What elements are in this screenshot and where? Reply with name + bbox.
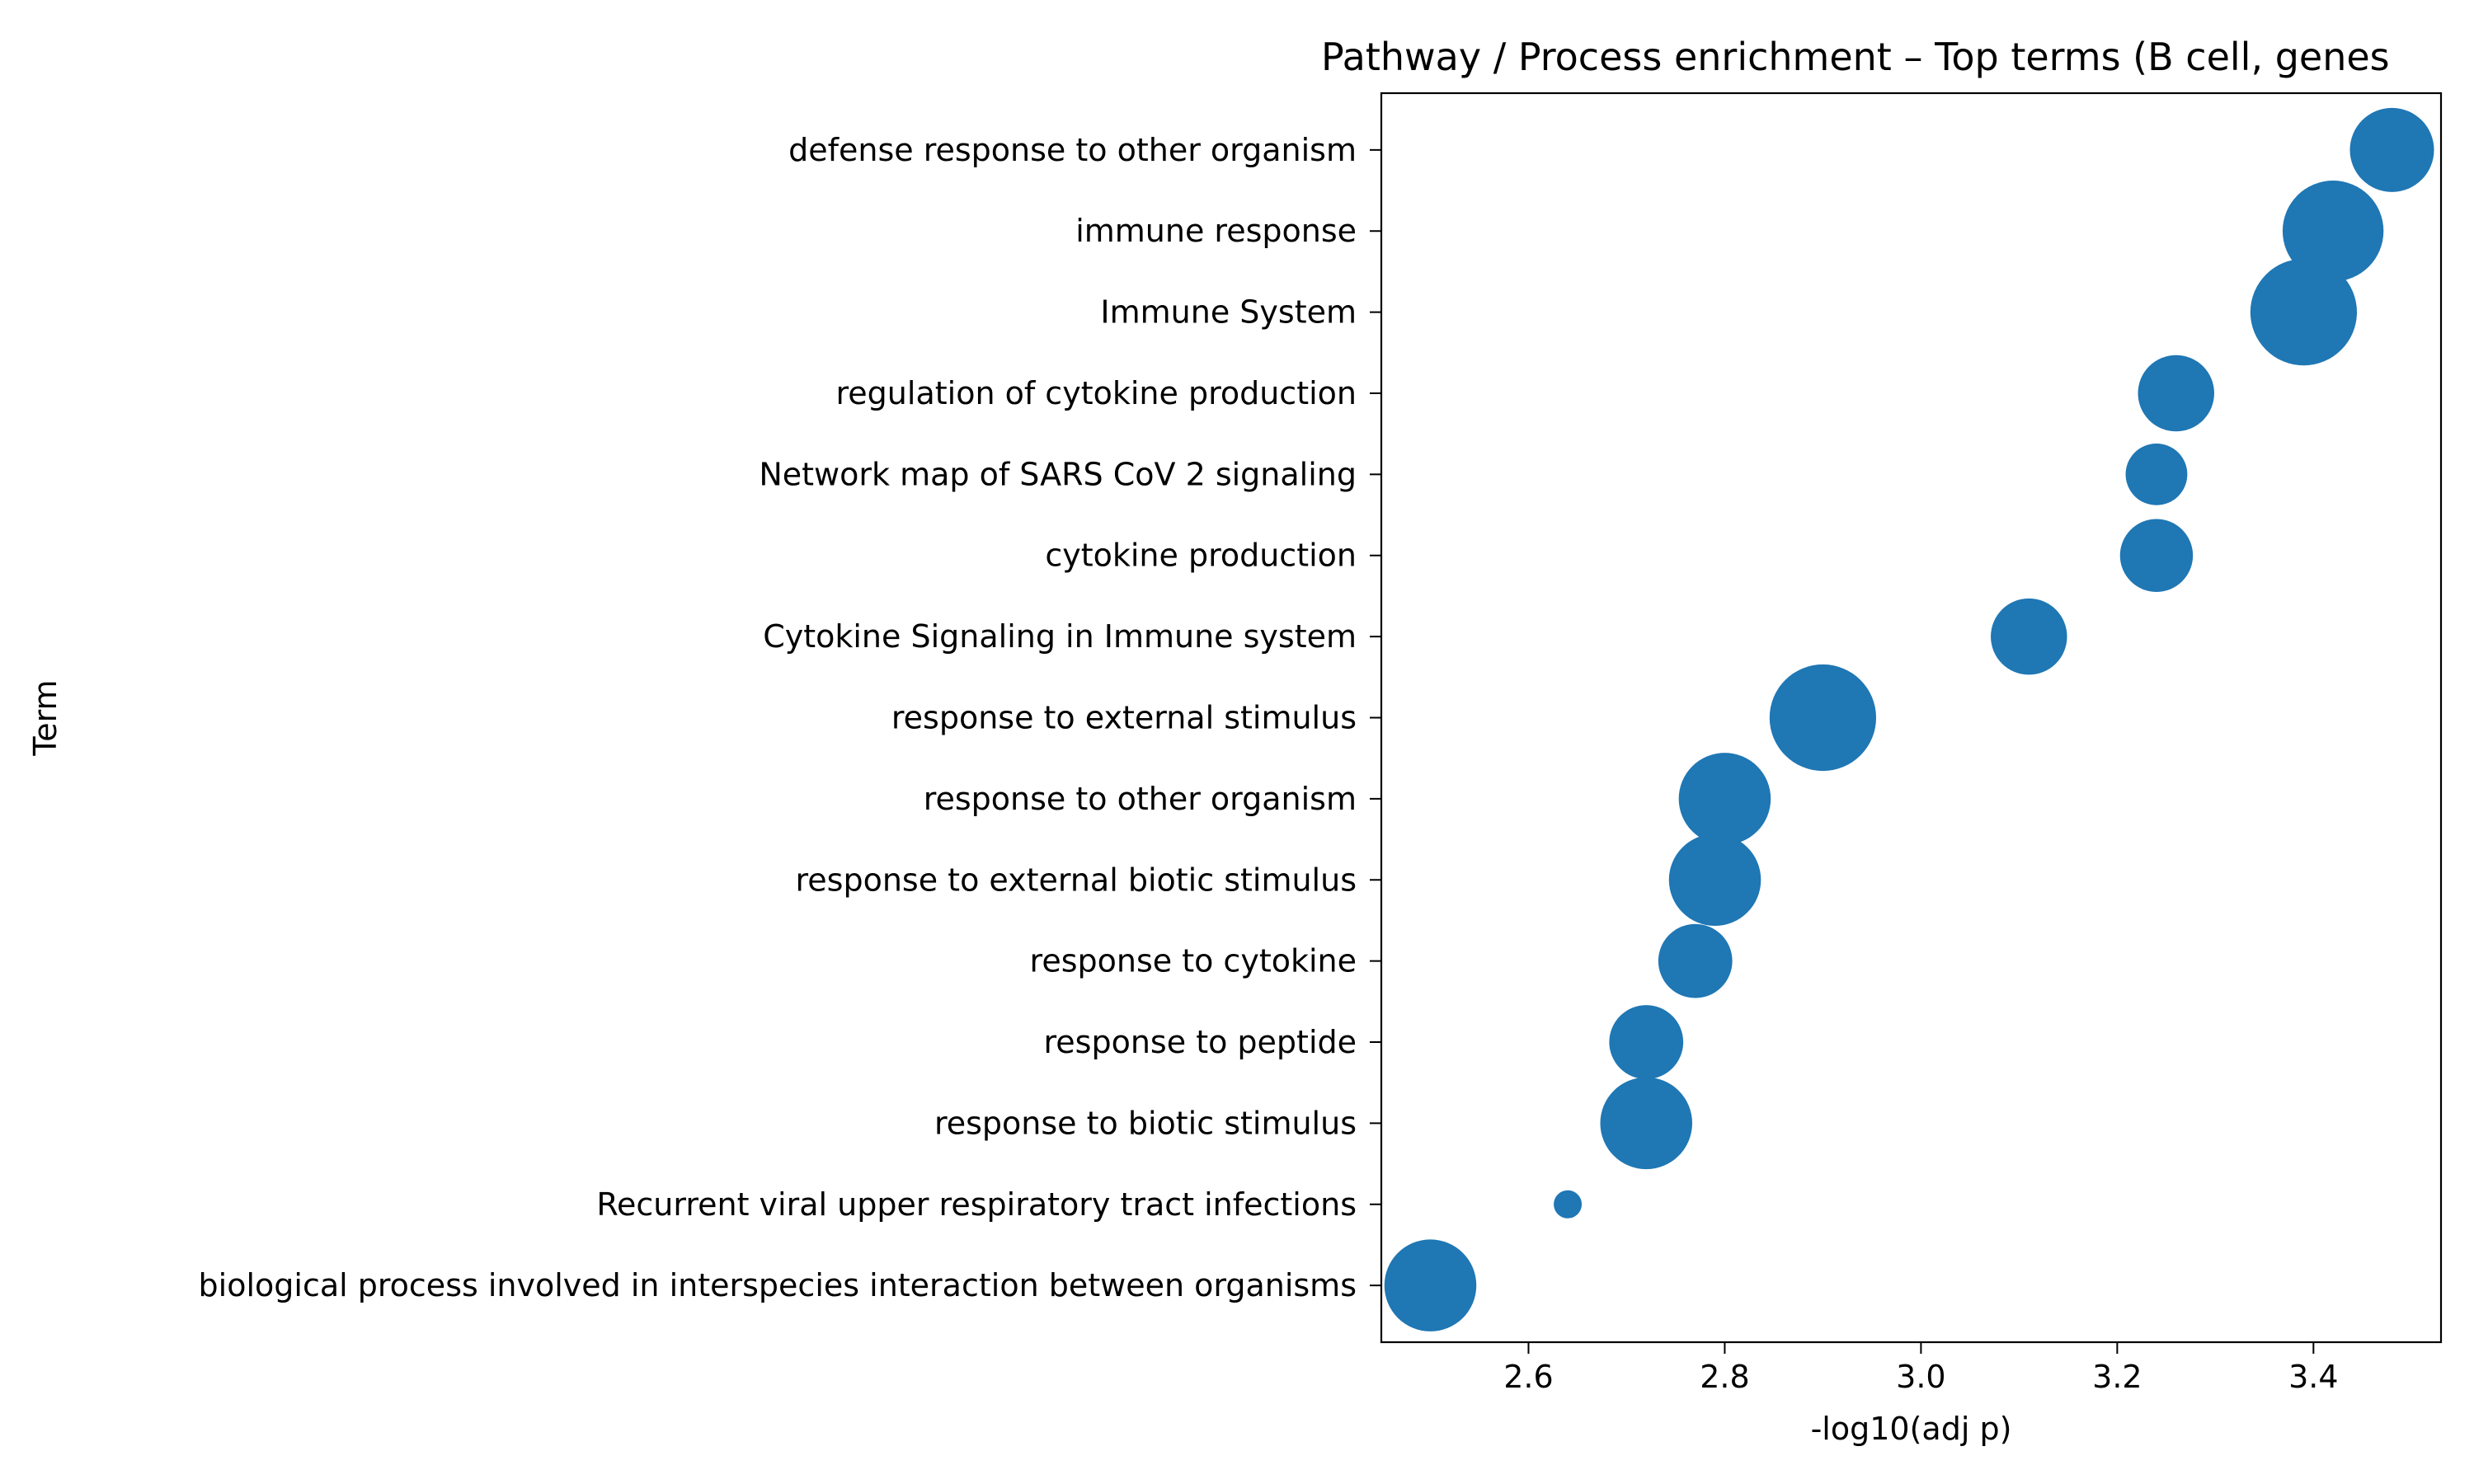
data-point	[2282, 181, 2384, 282]
y-tick-label: biological process involved in interspec…	[199, 1267, 1357, 1303]
y-tick-label: Immune System	[1100, 294, 1357, 331]
y-tick-label: response to external stimulus	[891, 700, 1357, 736]
x-tick-label: 3.2	[2092, 1359, 2142, 1395]
x-tick-label: 2.6	[1503, 1359, 1553, 1395]
data-point	[2250, 259, 2358, 366]
y-tick-label: regulation of cytokine production	[836, 375, 1357, 411]
chart-title: Pathway / Process enrichment – Top terms…	[1321, 35, 2390, 79]
data-point	[1769, 664, 1877, 772]
data-point	[2125, 443, 2188, 505]
data-point	[1668, 834, 1761, 927]
ticks-layer: defense response to other organism immune…	[199, 132, 2339, 1395]
y-tick-label: immune response	[1075, 213, 1357, 249]
x-tick-label: 2.8	[1700, 1359, 1749, 1395]
y-axis-label: Term	[27, 679, 63, 756]
data-point	[2349, 107, 2434, 192]
data-point	[1384, 1239, 1477, 1331]
data-point	[2138, 355, 2214, 432]
y-tick-label: Recurrent viral upper respiratory tract …	[596, 1186, 1357, 1223]
y-tick-label: response to external biotic stimulus	[796, 862, 1357, 898]
data-point	[1678, 753, 1771, 845]
y-tick-label: response to cytokine	[1030, 943, 1357, 979]
y-tick-label: cytokine production	[1045, 538, 1357, 574]
y-tick-label: defense response to other organism	[788, 132, 1357, 168]
data-point	[1609, 1005, 1684, 1079]
x-axis-label: -log10(adj p)	[1811, 1411, 2012, 1447]
y-tick-label: Network map of SARS CoV 2 signaling	[759, 456, 1357, 492]
y-tick-label: response to biotic stimulus	[934, 1105, 1357, 1141]
data-point	[1554, 1190, 1583, 1219]
x-tick-label: 3.0	[1896, 1359, 1945, 1395]
y-tick-label: response to other organism	[924, 781, 1357, 817]
y-tick-label: response to peptide	[1044, 1024, 1357, 1060]
points-layer	[1384, 107, 2434, 1331]
data-point	[1600, 1077, 1693, 1170]
x-tick-label: 3.4	[2288, 1359, 2338, 1395]
data-point	[1658, 923, 1733, 998]
data-point	[1991, 598, 2067, 675]
data-point	[2119, 519, 2194, 592]
y-tick-label: Cytokine Signaling in Immune system	[763, 618, 1357, 655]
